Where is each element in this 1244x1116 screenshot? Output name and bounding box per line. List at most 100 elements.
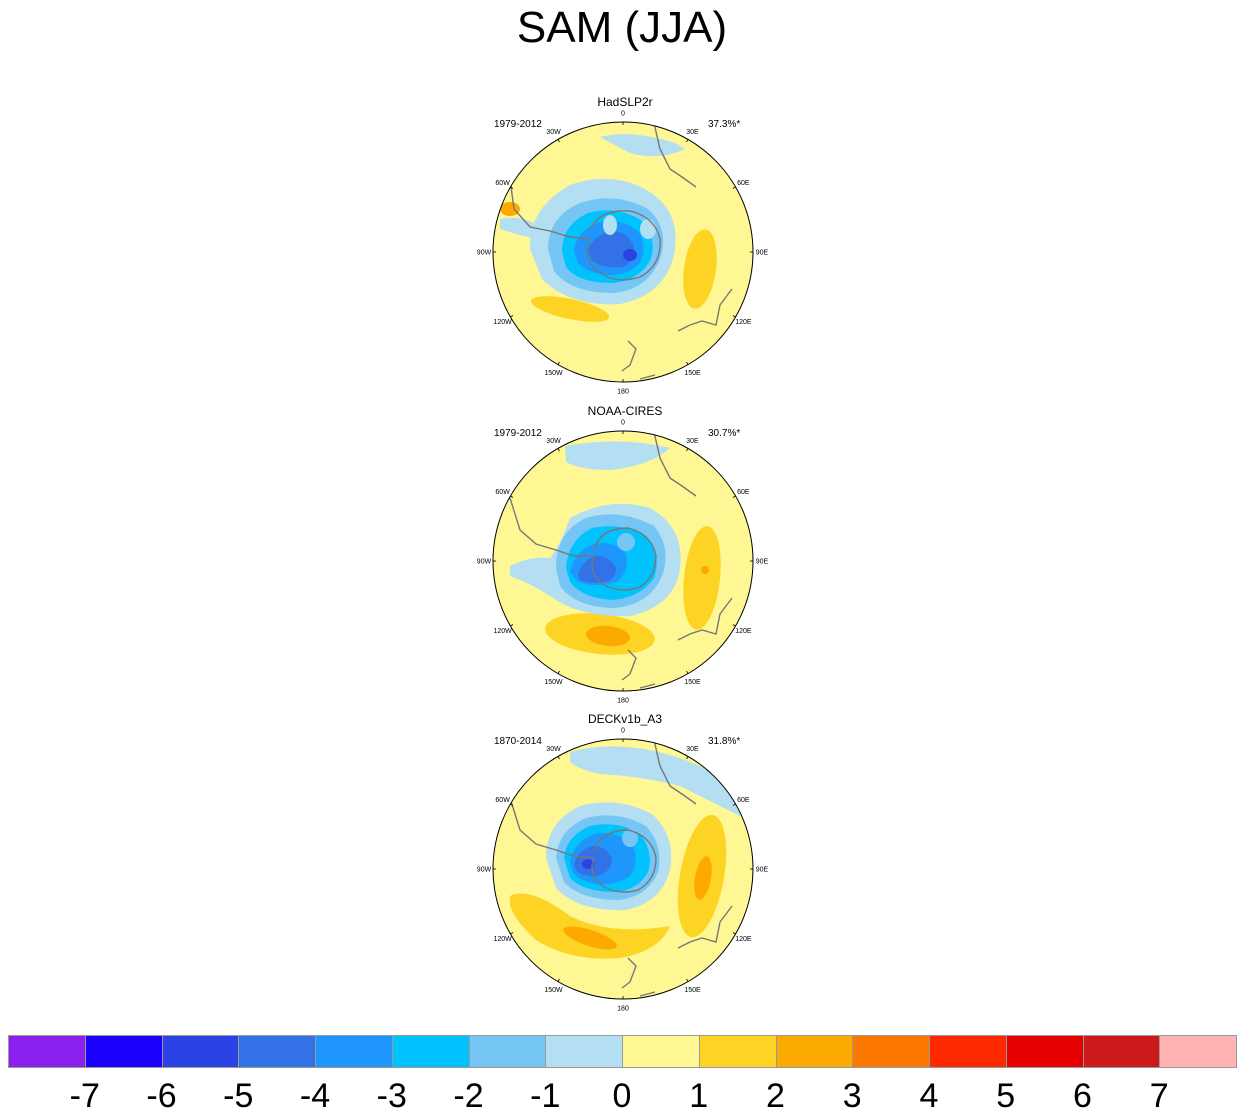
colorbar-label: 0 <box>612 1077 632 1115</box>
longitude-label: 60E <box>737 180 750 187</box>
panel-title: NOAA-CIRES <box>587 404 663 418</box>
longitude-tick <box>510 803 514 806</box>
longitude-label: 120W <box>493 628 512 635</box>
colorbar-swatch <box>698 1035 777 1068</box>
longitude-label: 180 <box>617 698 629 705</box>
longitude-label: 0 <box>621 420 625 427</box>
longitude-label: 30E <box>686 438 699 445</box>
colorbar-label: -3 <box>376 1077 407 1115</box>
panel-title: HadSLP2r <box>597 95 653 109</box>
longitude-label: 90W <box>477 867 492 874</box>
panel-variance-percent: 31.8%* <box>708 736 741 747</box>
longitude-tick <box>686 139 689 143</box>
colorbar-label: 5 <box>996 1077 1016 1115</box>
map-panel-hadslp2r: HadSLP2r 1979-2012 37.3%* <box>470 95 780 395</box>
colorbar-swatch <box>545 1035 623 1068</box>
longitude-tick <box>557 756 560 760</box>
longitude-tick <box>732 932 736 935</box>
longitude-label: 30W <box>546 746 561 753</box>
longitude-tick <box>557 978 560 982</box>
colorbar-swatch <box>929 1035 1007 1068</box>
longitude-label: 150W <box>544 679 563 686</box>
panel-variance-percent: 37.3%* <box>708 119 741 130</box>
longitude-tick <box>686 756 689 760</box>
colorbar-swatch <box>1082 1035 1161 1068</box>
longitude-label: 90E <box>756 867 769 874</box>
longitude-label: 150W <box>544 370 563 377</box>
longitude-label: 30E <box>686 746 699 753</box>
longitude-tick <box>557 448 560 452</box>
longitude-label: 60E <box>737 797 750 804</box>
colorbar-label: -5 <box>223 1077 254 1115</box>
longitude-label: 120E <box>735 936 752 943</box>
longitude-label: 90E <box>756 250 769 257</box>
colorbar-label: -7 <box>69 1077 100 1115</box>
longitude-label: 90W <box>477 250 492 257</box>
longitude-tick <box>510 495 514 498</box>
longitude-label: 0 <box>621 728 625 735</box>
longitude-tick <box>510 932 514 935</box>
colorbar-label: 4 <box>919 1077 939 1115</box>
colorbar-swatch <box>468 1035 547 1068</box>
longitude-tick <box>557 670 560 674</box>
longitude-label: 60W <box>495 489 510 496</box>
longitude-label: 150E <box>684 679 701 686</box>
main-title: SAM (JJA) <box>516 3 728 52</box>
longitude-label: 0 <box>621 111 625 118</box>
colorbar-label: 3 <box>842 1077 862 1115</box>
panel-title: DECKv1b_A3 <box>587 712 663 726</box>
polar-map: 0 30E 60E 90E 120E 150E 180 150W 120W 90W 60W 30W <box>477 420 769 705</box>
longitude-tick <box>510 186 514 189</box>
colorbar-label: -6 <box>146 1077 177 1115</box>
colorbar-swatch <box>238 1035 316 1068</box>
map-panel-noaa-cires: NOAA-CIRES 1979-2012 30.7%* <box>470 404 780 704</box>
colorbar-swatch <box>84 1035 163 1068</box>
longitude-tick <box>732 315 736 318</box>
longitude-tick <box>686 670 689 674</box>
longitude-label: 150E <box>684 370 701 377</box>
colorbar-label: -4 <box>299 1077 331 1115</box>
longitude-tick <box>510 624 514 627</box>
longitude-label: 60E <box>737 489 750 496</box>
colorbar-label: 6 <box>1073 1077 1092 1115</box>
longitude-label: 30W <box>546 438 561 445</box>
longitude-label: 30W <box>546 129 561 136</box>
panel-variance-percent: 30.7%* <box>708 428 741 439</box>
colorbar-swatch <box>775 1035 854 1068</box>
longitude-label: 180 <box>617 389 629 396</box>
polar-map: 0 30E 60E 90E 120E 150E 180 150W 120W 90W 60W 30W <box>477 728 769 1013</box>
colorbar-label: 1 <box>689 1077 709 1115</box>
longitude-label: 150E <box>684 987 701 994</box>
longitude-label: 120W <box>493 936 512 943</box>
colorbar-label: 7 <box>1149 1077 1169 1115</box>
longitude-label: 60W <box>495 797 510 804</box>
longitude-label: 90E <box>756 559 769 566</box>
panel-period: 1979-2012 <box>494 119 542 130</box>
longitude-tick <box>732 803 736 806</box>
colorbar-swatch <box>315 1035 393 1068</box>
colorbar-swatch <box>8 1035 86 1068</box>
longitude-tick <box>732 624 736 627</box>
colorbar: -7 -6 -5 -4 -3 -2 -1 0 1 2 3 4 5 6 7 <box>8 1035 1237 1115</box>
longitude-label: 120E <box>735 628 752 635</box>
panel-period: 1979-2012 <box>494 428 542 439</box>
colorbar-label: 2 <box>766 1077 785 1115</box>
longitude-tick <box>686 978 689 982</box>
longitude-label: 60W <box>495 180 510 187</box>
colorbar-swatch <box>852 1035 930 1068</box>
longitude-tick <box>510 315 514 318</box>
longitude-label: 150W <box>544 987 563 994</box>
longitude-label: 90W <box>477 559 492 566</box>
colorbar-swatch <box>1159 1035 1237 1068</box>
colorbar-swatch <box>622 1035 700 1068</box>
longitude-tick <box>686 361 689 365</box>
longitude-tick <box>557 361 560 365</box>
colorbar-swatch <box>161 1035 240 1068</box>
longitude-tick <box>557 139 560 143</box>
colorbar-label: -1 <box>530 1077 561 1115</box>
map-panel-deckv1b-a3: DECKv1b_A3 1870-2014 31.8%* <box>470 712 780 1012</box>
longitude-label: 120W <box>493 319 512 326</box>
longitude-tick <box>732 186 736 189</box>
colorbar-swatch <box>1005 1035 1084 1068</box>
longitude-tick <box>732 495 736 498</box>
